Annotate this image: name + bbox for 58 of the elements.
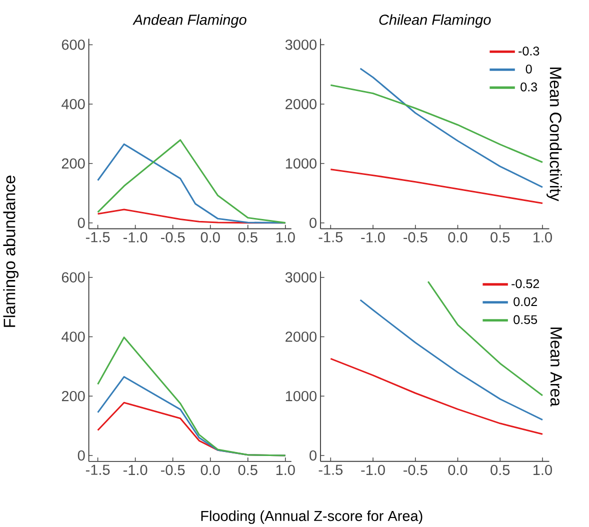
y-tick-label: 400 (62, 332, 85, 342)
y-tick-label: 3000 (285, 272, 316, 282)
x-tick-label: 1.0 (276, 232, 295, 242)
y2-axis-title: Mean Area (550, 328, 562, 406)
x-axis-title: Flooding (Annual Z-score for Area) (201, 510, 422, 524)
x-tick-label: -1.5 (86, 232, 110, 242)
x-tick-label: -1.0 (123, 464, 148, 476)
line-series (427, 280, 544, 396)
line-series (97, 336, 286, 456)
chart-title: Chilean Flamingo (379, 14, 491, 28)
x-tick-label: 1.0 (534, 464, 552, 476)
line-series (330, 84, 544, 163)
y-tick-label: 200 (62, 158, 85, 168)
y-tick-label: 0 (310, 218, 316, 228)
y-tick-label: 1000 (286, 390, 316, 402)
legend-label: -0.52 (512, 279, 540, 288)
x-tick-label: 0.0 (200, 232, 220, 242)
legend-label: 0 (526, 64, 532, 74)
y-tick-label: 2000 (286, 332, 316, 342)
line-series (360, 299, 544, 421)
x-tick-label: -1.5 (318, 464, 343, 475)
legend-label: 0.02 (514, 297, 537, 306)
legend-label: 0.3 (520, 82, 538, 92)
x-tick-label: -0.5 (404, 232, 428, 242)
y-tick-label: 0 (310, 450, 316, 461)
y-tick-label: 600 (62, 272, 85, 282)
line-series (330, 358, 544, 435)
x-tick-label: 0.0 (200, 464, 220, 476)
y-axis-title: Flamingo abundance (3, 176, 19, 327)
x-tick-label: -0.5 (404, 464, 428, 476)
x-tick-label: 0.0 (448, 464, 468, 476)
line-series (330, 168, 544, 204)
x-tick-label: -1.0 (123, 232, 148, 242)
chart-title: Andean Flamingo (132, 14, 246, 28)
y-tick-label: 0 (78, 218, 85, 228)
y-tick-label: 600 (62, 39, 85, 50)
x-tick-label: -0.5 (160, 464, 185, 476)
x-tick-label: -1.0 (361, 464, 385, 476)
y-tick-label: 200 (62, 390, 85, 402)
y2-axis-title: Mean Conductivity (546, 68, 562, 202)
x-tick-label: 0.0 (448, 232, 468, 242)
x-tick-label: -1.0 (361, 232, 385, 242)
y-tick-label: 3000 (285, 39, 316, 50)
x-tick-label: 1.0 (534, 232, 552, 242)
x-tick-label: -0.5 (160, 232, 185, 242)
y-tick-label: 0 (78, 450, 85, 461)
x-tick-label: 0.5 (490, 464, 510, 476)
y-tick-label: 400 (62, 98, 85, 110)
y-tick-label: 1000 (286, 158, 316, 168)
x-tick-label: 0.5 (238, 464, 258, 476)
x-tick-label: 0.5 (238, 232, 258, 242)
x-tick-label: -1.5 (86, 464, 110, 475)
x-tick-label: -1.5 (318, 232, 343, 242)
y-tick-label: 2000 (286, 98, 316, 110)
x-tick-label: 1.0 (276, 464, 295, 476)
legend-label: 0.55 (514, 315, 538, 324)
x-tick-label: 0.5 (490, 232, 510, 242)
legend-label: -0.3 (518, 46, 540, 56)
